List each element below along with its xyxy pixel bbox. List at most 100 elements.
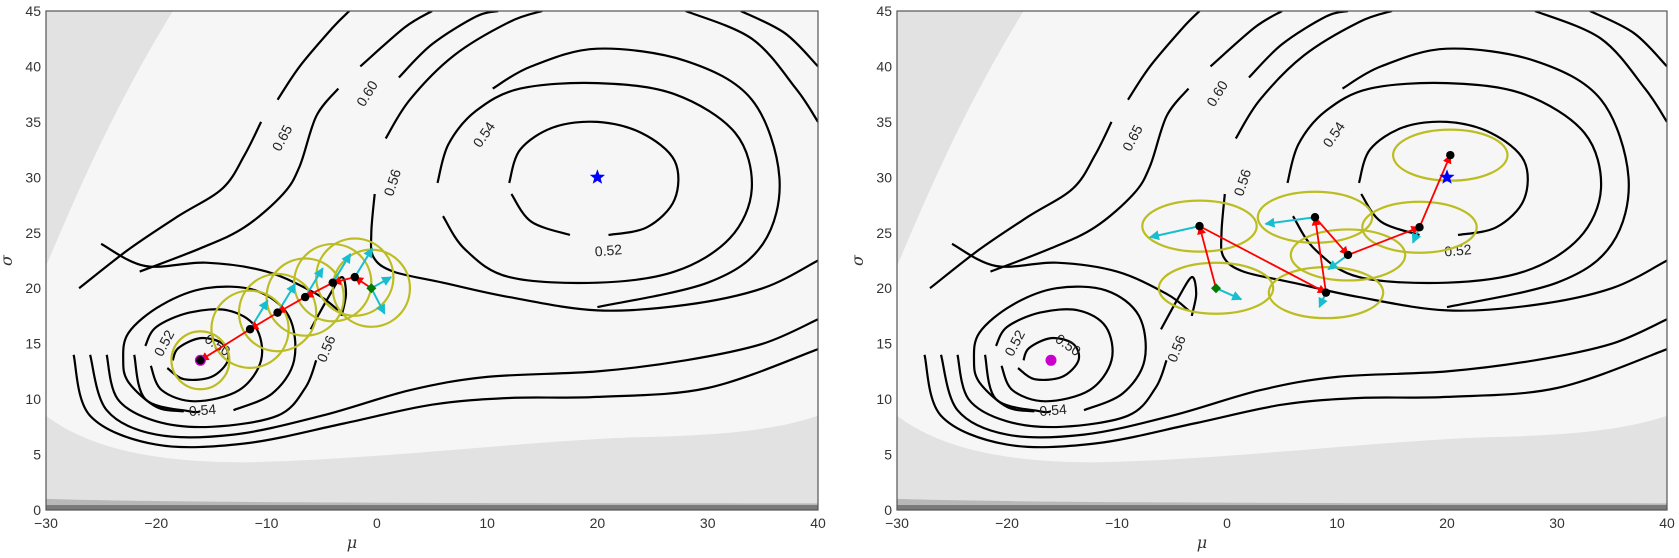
trust-region xyxy=(1256,190,1374,244)
x-tick-label: 10 xyxy=(1329,515,1345,531)
contour-line xyxy=(1017,336,1081,382)
iterate-point xyxy=(1343,250,1353,260)
x-tick-label: 10 xyxy=(479,515,495,531)
contour-line xyxy=(1534,11,1667,123)
global-minimum-star-icon xyxy=(1439,169,1455,184)
y-axis-label: σ xyxy=(848,254,867,266)
y-tick-label: 10 xyxy=(25,391,41,407)
step-arrow xyxy=(1418,154,1452,228)
x-tick-label: −20 xyxy=(995,515,1019,531)
contour-line xyxy=(276,11,351,101)
trust-region xyxy=(237,272,318,353)
step-arrow xyxy=(304,281,334,298)
trust-region xyxy=(293,242,373,323)
contour-line xyxy=(133,354,201,414)
iterate-point xyxy=(350,272,359,282)
x-tick-label: 20 xyxy=(1439,515,1455,531)
trust-region xyxy=(1267,266,1385,320)
contour-line xyxy=(144,308,264,403)
y-tick-label: 45 xyxy=(25,3,41,19)
y-tick-label: 35 xyxy=(876,114,892,130)
contour-line xyxy=(72,348,818,449)
x-tick-label: 20 xyxy=(590,515,606,531)
x-tick-label: 30 xyxy=(700,515,716,531)
x-tick-label: −10 xyxy=(255,515,279,531)
gradient-arrow xyxy=(1264,216,1316,228)
trust-region xyxy=(265,257,345,337)
contour-line xyxy=(492,47,781,309)
y-tick-label: 25 xyxy=(876,225,892,241)
iterate-point xyxy=(245,325,255,334)
trust-region xyxy=(1289,228,1407,282)
iterate-point xyxy=(1310,213,1320,222)
step-arrow xyxy=(1199,225,1327,294)
x-tick-label: 30 xyxy=(1549,515,1565,531)
x-tick-label: −20 xyxy=(144,515,168,531)
axes-frame xyxy=(896,10,1668,511)
contour-line xyxy=(89,318,818,439)
contour-line xyxy=(685,11,818,123)
contour-line xyxy=(384,11,543,140)
x-tick-label: −30 xyxy=(885,515,909,531)
contour-line xyxy=(139,87,340,273)
y-tick-label: 45 xyxy=(876,3,892,19)
y-tick-label: 30 xyxy=(876,169,892,185)
iterate-point xyxy=(300,292,310,302)
contour-line xyxy=(508,120,680,237)
contour-line xyxy=(1357,120,1529,237)
contour-line xyxy=(398,11,499,79)
iterate-point xyxy=(196,356,205,365)
start-diamond-marker xyxy=(1211,283,1221,294)
contour-line xyxy=(983,354,1052,414)
axes-frame xyxy=(45,10,819,511)
contour-line xyxy=(105,354,318,429)
contour-line xyxy=(1209,11,1283,68)
iterate-point xyxy=(1446,150,1455,160)
x-tick-label: 0 xyxy=(373,515,381,531)
contour-label: 0.52 xyxy=(1444,241,1473,259)
start-diamond-marker xyxy=(366,283,377,294)
y-tick-label: 5 xyxy=(884,447,892,463)
step-arrow xyxy=(1347,225,1421,256)
x-tick-label: 40 xyxy=(1659,515,1675,531)
contour-line xyxy=(510,193,571,237)
contour-line xyxy=(1248,11,1349,79)
plot-area: 0.650.600.560.540.520.52 0.500.540.56 xyxy=(46,11,818,510)
contour-line xyxy=(1589,11,1667,68)
x-tick-label: −10 xyxy=(1105,515,1129,531)
contour-line xyxy=(1127,11,1201,101)
right-panel: 0.650.600.560.540.520.52 0.500.540.56−30−… xyxy=(848,3,1675,552)
x-axis-label: μ xyxy=(347,533,357,552)
contour-line xyxy=(995,308,1114,403)
y-tick-label: 10 xyxy=(876,391,892,407)
contour-line xyxy=(1341,47,1630,309)
iterate-point xyxy=(328,278,337,287)
contour-line xyxy=(1286,81,1603,285)
trust-region xyxy=(1157,261,1275,315)
contour-line xyxy=(951,242,1190,312)
iterate-point xyxy=(273,308,282,317)
y-tick-label: 40 xyxy=(25,58,41,74)
y-tick-label: 20 xyxy=(25,280,41,296)
y-tick-label: 25 xyxy=(25,225,41,241)
contour-line xyxy=(436,81,753,285)
contour-line xyxy=(956,354,1168,429)
contour-line xyxy=(929,121,1113,290)
iterate-point xyxy=(1321,288,1331,297)
x-tick-label: 0 xyxy=(1223,515,1231,531)
y-tick-label: 0 xyxy=(884,502,892,518)
y-tick-label: 15 xyxy=(876,336,892,352)
y-tick-label: 0 xyxy=(33,502,41,518)
gradient-arrow xyxy=(1215,287,1243,301)
contour-line xyxy=(100,242,339,312)
contour-label: 0.52 xyxy=(594,241,623,259)
y-tick-label: 35 xyxy=(25,114,41,130)
gradient-arrow xyxy=(370,276,393,290)
step-arrow xyxy=(1314,216,1349,256)
contour-line xyxy=(122,285,297,413)
global-minimum-star-icon xyxy=(589,169,605,184)
contour-label: 0.54 xyxy=(1039,401,1068,419)
y-tick-label: 40 xyxy=(876,58,892,74)
contour-line xyxy=(939,318,1667,439)
iterate-point xyxy=(1195,221,1204,231)
